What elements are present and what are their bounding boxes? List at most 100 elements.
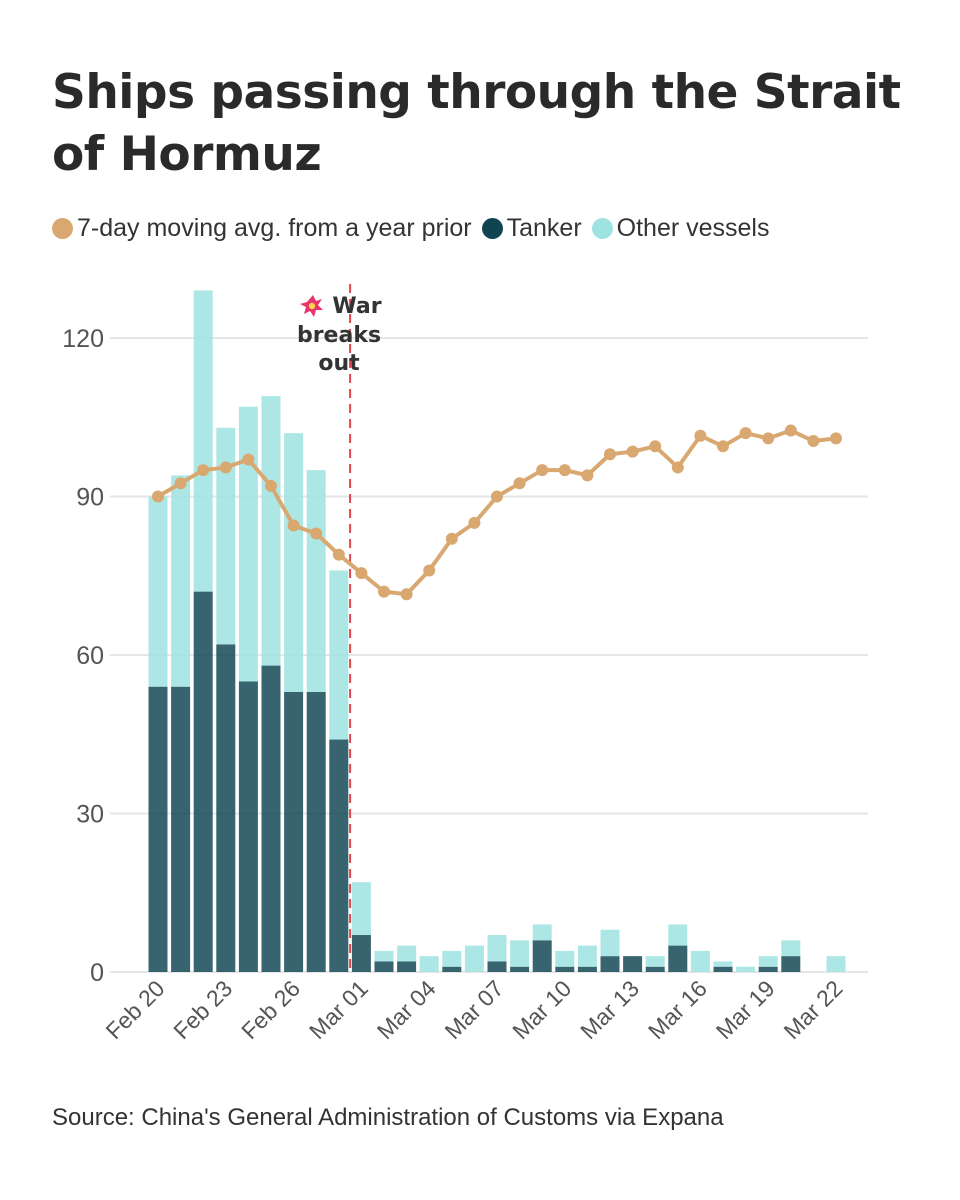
bar-tanker — [261, 665, 281, 972]
avg-point — [152, 490, 164, 503]
bar-tanker — [487, 961, 507, 972]
avg-point — [717, 440, 729, 453]
avg-point — [784, 424, 797, 437]
bar-tanker — [216, 644, 236, 972]
avg-point — [807, 435, 820, 448]
legend-swatch-tanker — [481, 217, 503, 239]
y-tick-label: 90 — [76, 484, 104, 512]
avg-point — [355, 567, 368, 580]
war-annotation-line: breaks — [297, 323, 381, 348]
avg-point — [332, 548, 345, 561]
x-tick-label: Mar 22 — [779, 975, 848, 1044]
x-tick-label: Mar 07 — [440, 975, 509, 1044]
bar-other — [668, 924, 688, 946]
bar-tanker — [555, 966, 575, 972]
avg-point — [739, 427, 752, 440]
avg-point — [310, 527, 323, 540]
bar-tanker — [600, 956, 620, 972]
avg-point — [287, 519, 300, 532]
avg-point — [197, 464, 210, 477]
x-tick-label: Mar 10 — [507, 975, 576, 1044]
avg-point — [400, 588, 413, 601]
x-tick-label: Mar 04 — [372, 975, 441, 1044]
avg-point — [694, 429, 707, 442]
x-tick-label: Feb 20 — [101, 975, 170, 1044]
bar-tanker — [442, 966, 462, 972]
bar-other — [284, 433, 304, 692]
legend-item-other: Other vessels — [591, 214, 770, 243]
moving-average-line — [152, 424, 842, 601]
source-note: Source: China's General Administration o… — [52, 1104, 724, 1131]
legend-item-tanker: Tanker — [481, 214, 582, 243]
bar-tanker — [532, 940, 552, 972]
bar-tanker — [577, 966, 597, 972]
bar-other — [532, 924, 552, 941]
war-annotation-line: War — [332, 294, 381, 319]
war-annotation: War breaks out — [297, 284, 382, 972]
legend-swatch-avg — [52, 217, 73, 239]
chart-legend: 7-day moving avg. from a year prior Tank… — [52, 211, 780, 245]
legend-item-avg: 7-day moving avg. from a year prior — [52, 214, 472, 243]
bar-tanker — [306, 691, 326, 972]
bar-tanker — [351, 935, 371, 972]
y-tick-labels: 0 30 60 90 120 — [62, 325, 104, 987]
y-tick-label: 60 — [76, 642, 104, 670]
bar-other — [713, 961, 733, 967]
bar-other — [397, 945, 417, 962]
war-annotation-line: out — [318, 351, 360, 376]
bar-other — [487, 935, 507, 962]
bar-other — [600, 929, 620, 957]
bar-other — [193, 290, 213, 592]
avg-point — [649, 440, 662, 453]
y-tick-label: 30 — [76, 801, 104, 829]
page-title: Ships passing through the Strait of Horm… — [52, 65, 901, 182]
bar-other — [464, 945, 484, 972]
avg-point — [581, 469, 594, 482]
x-tick-label: Feb 23 — [168, 975, 237, 1044]
avg-point — [468, 516, 481, 529]
x-tick-label: Mar 01 — [304, 975, 373, 1044]
bar-other — [306, 470, 326, 692]
x-tick-label: Mar 19 — [711, 975, 780, 1044]
bar-other — [736, 966, 756, 972]
bar-tanker — [238, 681, 258, 972]
avg-point — [536, 464, 549, 477]
x-tick-label: Feb 26 — [236, 975, 305, 1044]
bars — [148, 290, 846, 972]
bar-other — [261, 396, 281, 666]
avg-point — [491, 490, 503, 503]
avg-point — [219, 461, 232, 474]
avg-point — [423, 564, 436, 577]
bar-other — [374, 950, 394, 962]
bar-other — [781, 940, 801, 957]
bar-other — [442, 950, 462, 967]
avg-line — [156, 428, 837, 597]
bar-tanker — [645, 966, 665, 972]
avg-point — [671, 461, 684, 474]
bar-tanker — [668, 945, 688, 972]
bar-tanker — [193, 591, 213, 972]
avg-point — [242, 453, 255, 466]
avg-point — [174, 477, 187, 490]
avg-point — [445, 532, 458, 545]
legend-swatch-other — [591, 217, 613, 239]
legend-label-avg: 7-day moving avg. from a year prior — [77, 213, 472, 242]
bar-other — [555, 950, 575, 967]
avg-point — [513, 477, 526, 490]
bar-tanker — [374, 961, 394, 972]
bar-tanker — [171, 686, 191, 972]
avg-point — [558, 464, 571, 477]
bar-tanker — [713, 966, 733, 972]
bar-tanker — [510, 966, 530, 972]
bar-tanker — [397, 961, 417, 972]
x-tick-label: Mar 13 — [575, 975, 644, 1044]
y-tick-label: 120 — [62, 325, 104, 353]
bar-other — [690, 950, 710, 972]
bar-other — [645, 956, 665, 967]
avg-point — [265, 479, 277, 492]
bar-tanker — [329, 739, 349, 972]
bar-other — [148, 496, 168, 687]
bar-other — [510, 940, 530, 967]
bar-other — [238, 406, 258, 682]
